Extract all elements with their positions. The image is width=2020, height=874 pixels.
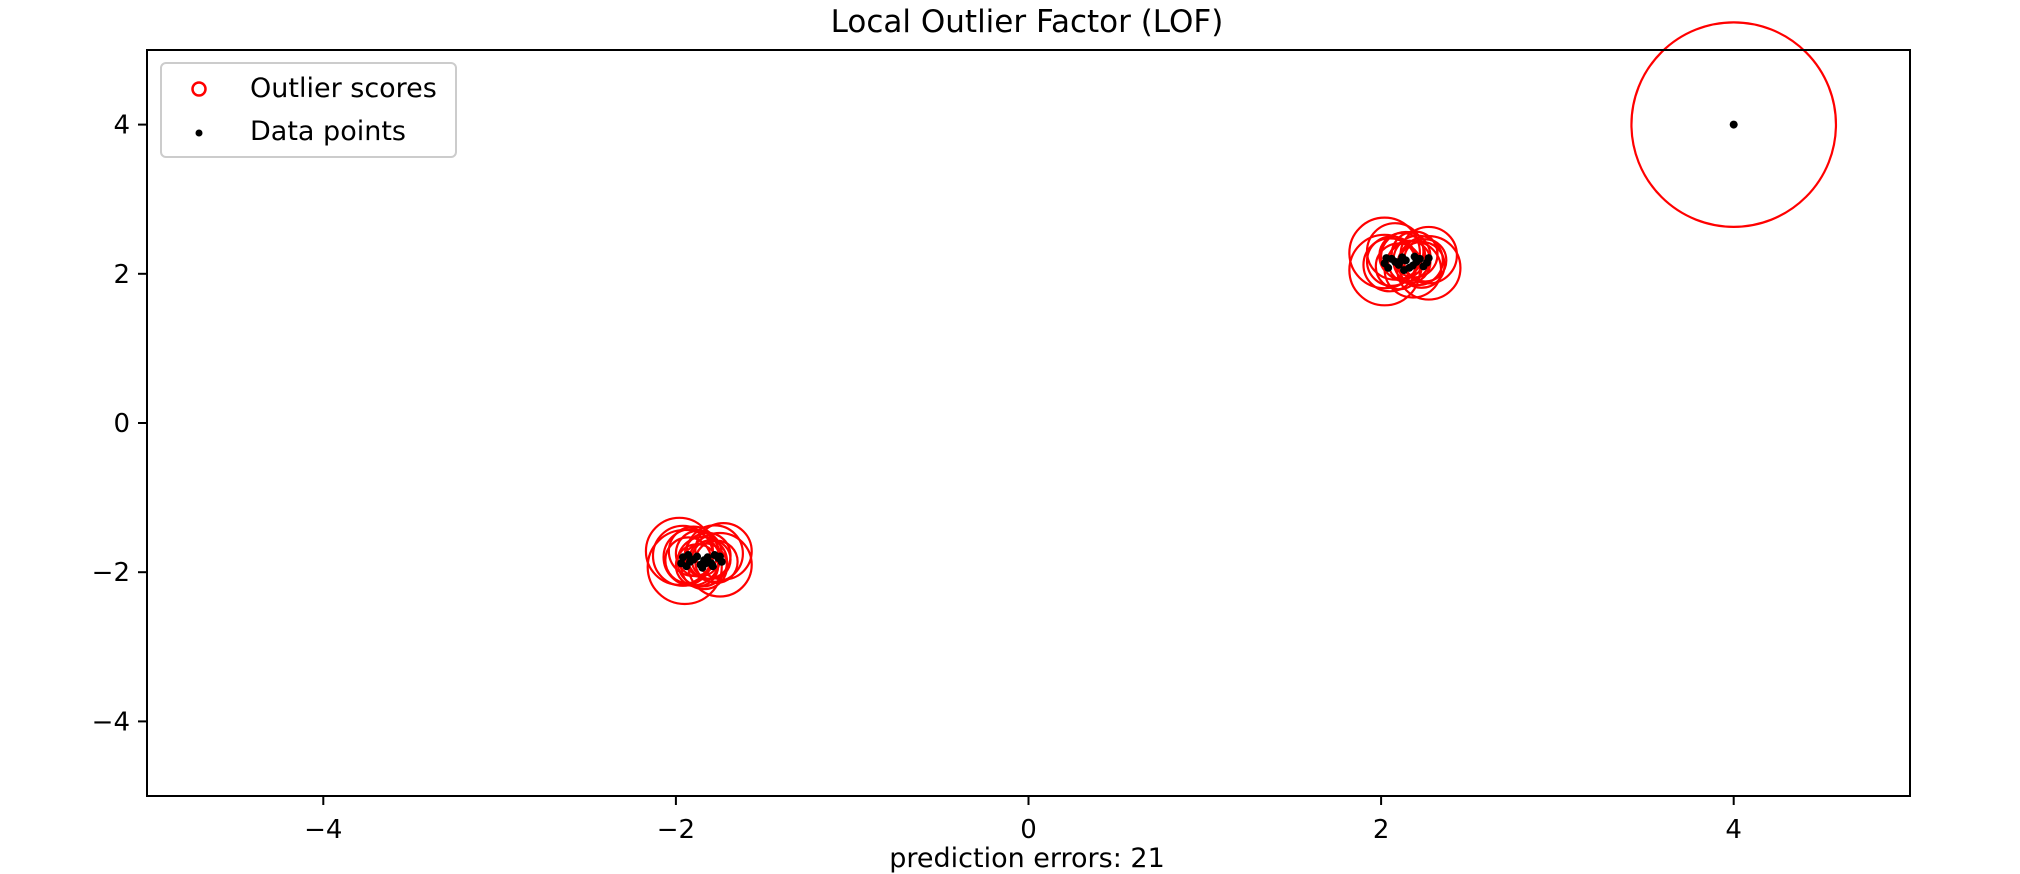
x-axis-label: prediction errors: 21	[889, 843, 1165, 874]
outlier-score-circle	[1390, 230, 1439, 279]
outlier-score-circle	[667, 525, 720, 578]
y-tick-label: −4	[92, 707, 130, 737]
data-point	[708, 562, 717, 571]
x-tick-label: 2	[1373, 815, 1390, 845]
data-point	[1396, 257, 1405, 266]
x-axis: −4 −2 0 2 4	[304, 796, 1742, 845]
y-tick-label: −2	[92, 558, 130, 588]
plot-area	[147, 50, 1910, 796]
y-tick-label: 4	[113, 111, 130, 141]
data-point	[684, 551, 693, 560]
data-point	[1419, 262, 1428, 271]
data-point	[1384, 263, 1393, 272]
legend-outlier-marker	[191, 81, 207, 97]
data-point	[1382, 254, 1391, 263]
legend-points-label: Data points	[250, 116, 406, 147]
data-point	[1424, 254, 1433, 263]
chart-title: Local Outlier Factor (LOF)	[831, 4, 1224, 40]
data-point	[689, 555, 698, 564]
legend-outlier-label: Outlier scores	[250, 73, 437, 104]
data-point	[701, 559, 710, 568]
x-tick-label: −2	[657, 815, 695, 845]
legend-points-marker	[195, 129, 203, 137]
x-tick-label: 0	[1020, 815, 1037, 845]
data-point	[677, 559, 686, 568]
outlier-score-circle	[1630, 21, 1838, 228]
y-tick-label: 0	[113, 409, 130, 439]
x-tick-label: −4	[304, 815, 342, 845]
data-point	[715, 552, 724, 561]
data-points-series	[677, 120, 1738, 572]
legend-box	[160, 62, 457, 158]
y-tick-label: 2	[113, 260, 130, 290]
outlier-score-circle	[1348, 216, 1421, 290]
data-point	[1410, 252, 1419, 261]
legend: Outlier scores Data points	[160, 62, 457, 158]
y-axis: −4 −2 0 2 4	[92, 111, 147, 737]
x-tick-label: 4	[1725, 815, 1742, 845]
data-point	[1400, 266, 1409, 275]
data-point	[1729, 120, 1738, 129]
plot-frame	[146, 49, 1911, 797]
outlier-score-circle	[1378, 231, 1427, 280]
outlier-score-circle	[646, 528, 723, 606]
